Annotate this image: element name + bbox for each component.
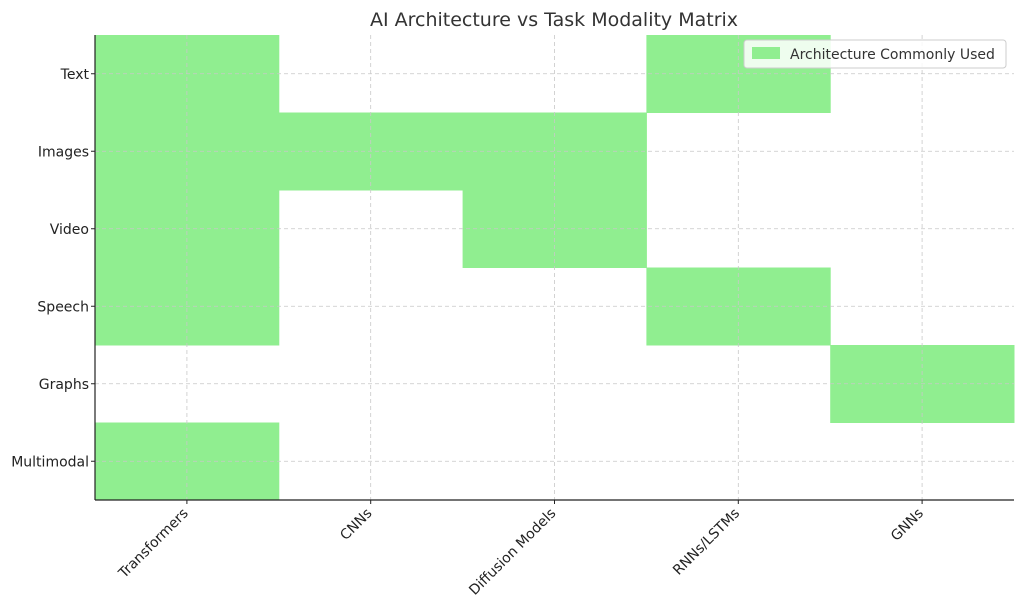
y-tick-label: Video <box>50 222 89 238</box>
grid-lines <box>95 35 1014 500</box>
x-tick-label: CNNs <box>337 506 375 544</box>
x-tick-label: RNNs/LSTMs <box>670 506 743 579</box>
x-tick-label: GNNs <box>888 506 927 545</box>
x-tick-label: Diffusion Models <box>466 506 559 599</box>
x-tick-label: Transformers <box>115 506 192 583</box>
legend-swatch <box>752 47 780 59</box>
y-tick-label: Text <box>60 67 90 83</box>
y-tick-label: Graphs <box>39 377 89 393</box>
y-tick-label: Speech <box>37 299 89 315</box>
legend-label: Architecture Commonly Used <box>790 47 995 63</box>
y-tick-label: Multimodal <box>11 454 89 470</box>
chart-title: AI Architecture vs Task Modality Matrix <box>370 9 738 31</box>
y-tick-label: Images <box>38 144 89 160</box>
x-tick-labels: Transformers CNNs Diffusion Models RNNs/LST… <box>115 500 927 599</box>
legend: Architecture Commonly Used <box>743 39 1007 69</box>
legend-box <box>743 39 1007 69</box>
y-tick-labels: Text Images Video Speech Graphs Multimodal <box>11 67 95 470</box>
